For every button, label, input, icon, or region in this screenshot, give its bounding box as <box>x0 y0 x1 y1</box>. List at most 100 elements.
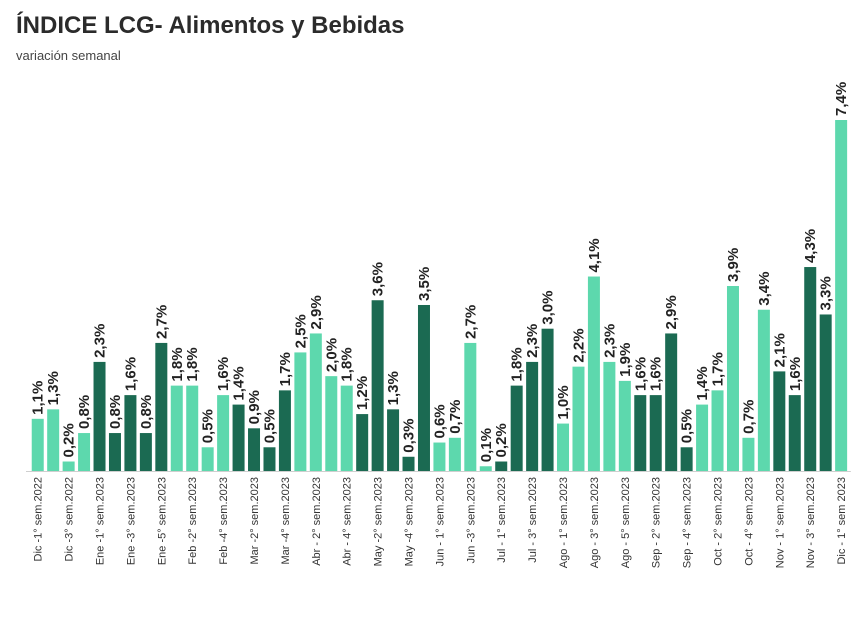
bar <box>387 409 400 471</box>
bar <box>186 385 199 471</box>
value-label: 0,5% <box>200 409 217 443</box>
bar <box>773 371 786 471</box>
value-label: 1,9% <box>617 343 634 377</box>
category-label: Abr - 4° sem.2023 <box>342 477 354 566</box>
bar <box>325 376 338 471</box>
value-label: 3,4% <box>756 272 773 306</box>
category-label: Feb -4° sem.2023 <box>218 477 230 565</box>
bar <box>757 309 770 471</box>
value-label: 1,7% <box>277 352 294 386</box>
category-label: Jun -3° sem.2023 <box>465 477 477 563</box>
bar <box>124 395 137 471</box>
bar <box>618 380 631 471</box>
bar <box>680 447 693 471</box>
value-label: 1,8% <box>169 347 186 381</box>
value-label: 0,9% <box>246 390 263 424</box>
bar <box>170 385 183 471</box>
bar <box>448 437 461 471</box>
value-label: 1,6% <box>648 357 665 391</box>
bar <box>47 409 60 471</box>
bar <box>665 333 678 471</box>
value-label: 2,7% <box>153 305 170 339</box>
value-label: 2,3% <box>92 324 109 358</box>
bar <box>108 433 121 471</box>
value-label: 3,9% <box>725 248 742 282</box>
bar <box>835 120 848 471</box>
value-label: 1,7% <box>710 352 727 386</box>
category-label: Oct - 4° sem.2023 <box>743 477 755 566</box>
value-label: 2,9% <box>663 295 680 329</box>
category-label: Ago - 1° sem.2023 <box>558 477 570 568</box>
bar <box>294 352 307 471</box>
value-label: 1,8% <box>339 347 356 381</box>
value-label: 1,4% <box>694 366 711 400</box>
bar <box>417 304 430 471</box>
category-label: Feb -2° sem.2023 <box>187 477 199 565</box>
value-label: 0,7% <box>447 400 464 434</box>
category-label: May -2° sem.2023 <box>373 477 385 566</box>
bar <box>634 395 647 471</box>
bar <box>356 414 369 471</box>
bar <box>309 333 322 471</box>
bar <box>819 314 832 471</box>
value-label: 1,8% <box>184 347 201 381</box>
value-label: 0,7% <box>740 400 757 434</box>
bar <box>726 286 739 471</box>
bar <box>587 276 600 471</box>
bar <box>603 361 616 471</box>
value-label: 2,1% <box>771 333 788 367</box>
bar <box>510 385 523 471</box>
value-label: 4,1% <box>586 238 603 272</box>
bar <box>464 342 477 471</box>
bar <box>232 404 245 471</box>
category-label: Ene -1° sem.2023 <box>95 477 107 565</box>
value-label: 1,1% <box>30 381 47 415</box>
bar <box>263 447 276 471</box>
value-label: 3,3% <box>818 276 835 310</box>
category-label: Abr - 2° sem.2023 <box>311 477 323 566</box>
bar <box>696 404 709 471</box>
category-label: Dic -3° sem.2022 <box>64 477 76 562</box>
bar <box>433 442 446 471</box>
value-label: 0,8% <box>76 395 93 429</box>
bar <box>557 423 570 471</box>
value-label: 0,5% <box>261 409 278 443</box>
value-label: 0,8% <box>138 395 155 429</box>
value-label: 2,5% <box>292 314 309 348</box>
value-label: 2,2% <box>570 328 587 362</box>
bar <box>541 328 554 471</box>
bar <box>572 366 585 471</box>
category-label: Ago - 5° sem.2023 <box>620 477 632 568</box>
value-label: 3,6% <box>370 262 387 296</box>
bar <box>526 361 539 471</box>
category-label: Jul - 3° sem.2023 <box>527 477 539 563</box>
value-label: 3,5% <box>416 267 433 301</box>
bar <box>78 433 91 471</box>
value-label: 1,3% <box>45 371 62 405</box>
chart-subtitle: variación semanal <box>16 48 121 63</box>
value-label: 4,3% <box>802 229 819 263</box>
bars-group <box>31 120 848 471</box>
value-label: 1,3% <box>385 371 402 405</box>
value-label: 1,6% <box>787 357 804 391</box>
value-label: 0,5% <box>679 409 696 443</box>
bar <box>62 461 75 471</box>
value-label: 7,4% <box>833 82 850 116</box>
value-label: 1,4% <box>231 366 248 400</box>
category-label: Dic - 1° sem 2023 <box>836 477 848 565</box>
value-label: 0,6% <box>431 404 448 438</box>
category-labels-group: Dic -1° sem.2022 Dic -3° sem.2022 Ene -1° … <box>33 477 848 568</box>
bar <box>711 390 724 471</box>
category-label: Ago - 3° sem.2023 <box>589 477 601 568</box>
value-label: 0,3% <box>401 419 418 453</box>
value-label: 2,9% <box>308 295 325 329</box>
value-label: 1,2% <box>354 376 371 410</box>
bar <box>217 395 230 471</box>
bar <box>495 461 508 471</box>
value-label: 2,7% <box>462 305 479 339</box>
bar <box>31 418 44 471</box>
bar <box>479 466 492 471</box>
value-label: 2,3% <box>601 324 618 358</box>
bar <box>402 456 415 471</box>
